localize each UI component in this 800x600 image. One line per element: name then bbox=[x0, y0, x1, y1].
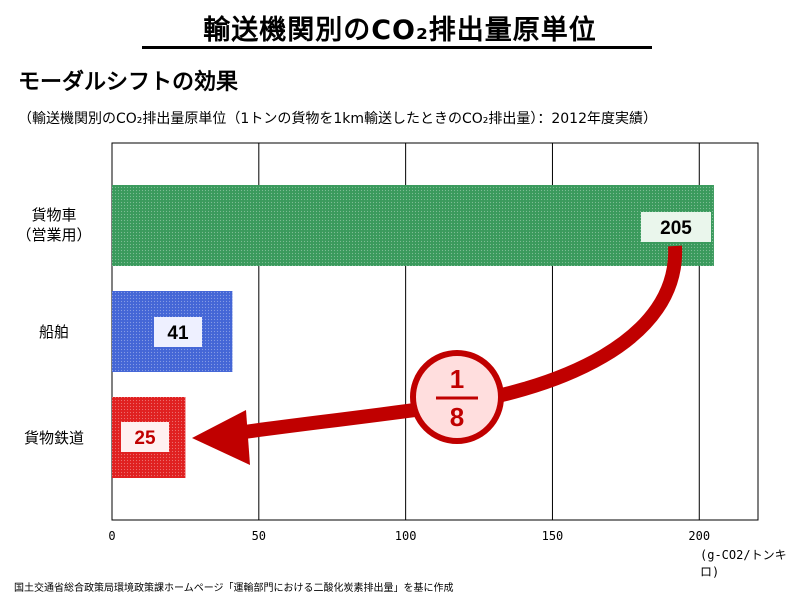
category-label-rail: 貨物鉄道 bbox=[23, 429, 84, 447]
category-label-truck: 貨物車 （営業用） bbox=[16, 206, 92, 244]
page-subtitle: モーダルシフトの効果 bbox=[18, 70, 239, 95]
ratio-numerator: 1 bbox=[450, 364, 464, 394]
x-tick-label-100: 100 bbox=[395, 529, 417, 543]
x-axis-unit-label: (g-CO2/トンキロ) bbox=[700, 548, 787, 579]
reduction-arrow-head bbox=[192, 410, 250, 465]
category-label-ship: 船舶 bbox=[38, 323, 69, 341]
data-label-ship-box bbox=[154, 317, 202, 347]
data-label-truck: 205 bbox=[660, 218, 692, 239]
data-label-rail: 25 bbox=[134, 428, 156, 449]
data-label-rail-box bbox=[121, 422, 169, 452]
page-title: 輸送機関別のCO₂排出量原単位 bbox=[203, 15, 597, 46]
source-note: 国土交通省総合政策局環境政策課ホームページ「運輸部門における二酸化炭素排出量」を… bbox=[14, 583, 454, 594]
data-label-truck-box bbox=[641, 212, 711, 242]
bar-truck-texture bbox=[112, 185, 714, 266]
x-tick-label-0: 0 bbox=[108, 529, 115, 543]
x-tick-label-150: 150 bbox=[542, 529, 564, 543]
x-tick-label-200: 200 bbox=[688, 529, 710, 543]
chart-caption: （輸送機関別のCO₂排出量原単位（1トンの貨物を1km輸送したときのCO₂排出量… bbox=[18, 111, 658, 127]
ratio-denominator: 8 bbox=[450, 402, 464, 432]
title-underline bbox=[142, 46, 652, 49]
x-tick-label-50: 50 bbox=[252, 529, 266, 543]
data-label-ship: 41 bbox=[167, 323, 189, 344]
